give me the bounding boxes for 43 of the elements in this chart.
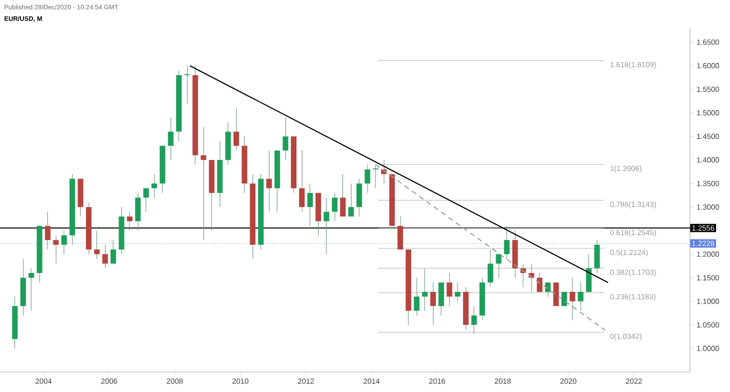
candlestick (168, 117, 174, 160)
candlestick (397, 216, 404, 250)
candlestick (545, 282, 551, 297)
candlestick (44, 211, 51, 250)
candlestick (102, 244, 108, 269)
candlestick (152, 174, 158, 198)
candlestick (340, 174, 346, 217)
candlestick (414, 277, 420, 316)
candlestick (536, 272, 542, 292)
candlestick (356, 178, 362, 217)
candlestick (364, 164, 370, 194)
candlestick (135, 192, 141, 231)
candlestick (430, 282, 436, 326)
candlestick (446, 272, 452, 306)
candlestick (332, 192, 338, 222)
candlestick (586, 254, 592, 292)
candlestick (422, 268, 428, 312)
candlestick (471, 306, 477, 335)
candlestick (94, 230, 100, 260)
candlestick (234, 108, 240, 151)
candlestick (504, 226, 510, 260)
candlestick (126, 211, 132, 231)
candlestick (578, 282, 584, 312)
candlestick (594, 240, 600, 274)
candlestick (184, 65, 190, 104)
candlestick (53, 235, 59, 264)
candlestick (454, 282, 460, 302)
candlestick (324, 197, 330, 254)
candlestick (372, 164, 378, 189)
candlestick (28, 268, 34, 312)
candlestick (488, 249, 494, 288)
candlestick (307, 183, 313, 226)
candlestick (143, 188, 149, 212)
candlestick (200, 126, 206, 240)
candlestick (438, 282, 444, 316)
candlestick (61, 230, 67, 254)
candlestick (348, 183, 354, 217)
candlestick (282, 117, 288, 160)
candlestick (570, 277, 576, 320)
candlestick (299, 150, 305, 212)
candlestick (266, 150, 272, 212)
candlestick (110, 240, 116, 264)
candlestick (496, 254, 502, 278)
